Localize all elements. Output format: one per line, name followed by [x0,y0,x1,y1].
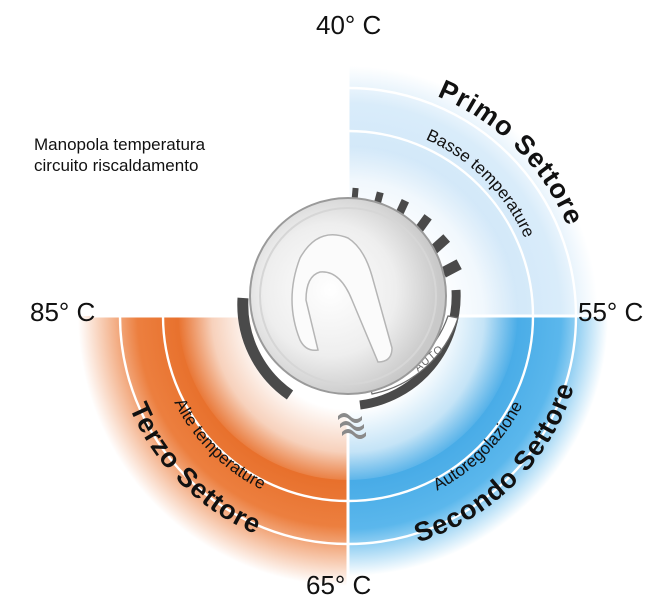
sector-arcs [118,86,578,546]
temp-label-top: 40° C [316,10,382,40]
caption-line-1: Manopola temperatura [34,135,206,154]
knob-rim [259,207,437,385]
caption-line-2: circuito riscaldamento [34,156,199,175]
temp-label-right: 55° C [578,297,644,327]
scale-arc-outer [359,289,461,410]
temperature-knob[interactable] [249,197,447,395]
temp-label-left: 85° C [30,297,96,327]
knob-grip [291,234,393,363]
heating-icon [338,413,366,439]
knob-caption: Manopola temperatura circuito riscaldame… [34,134,205,176]
temp-label-bottom: 65° C [306,570,372,600]
scale-arc-left [237,297,294,400]
